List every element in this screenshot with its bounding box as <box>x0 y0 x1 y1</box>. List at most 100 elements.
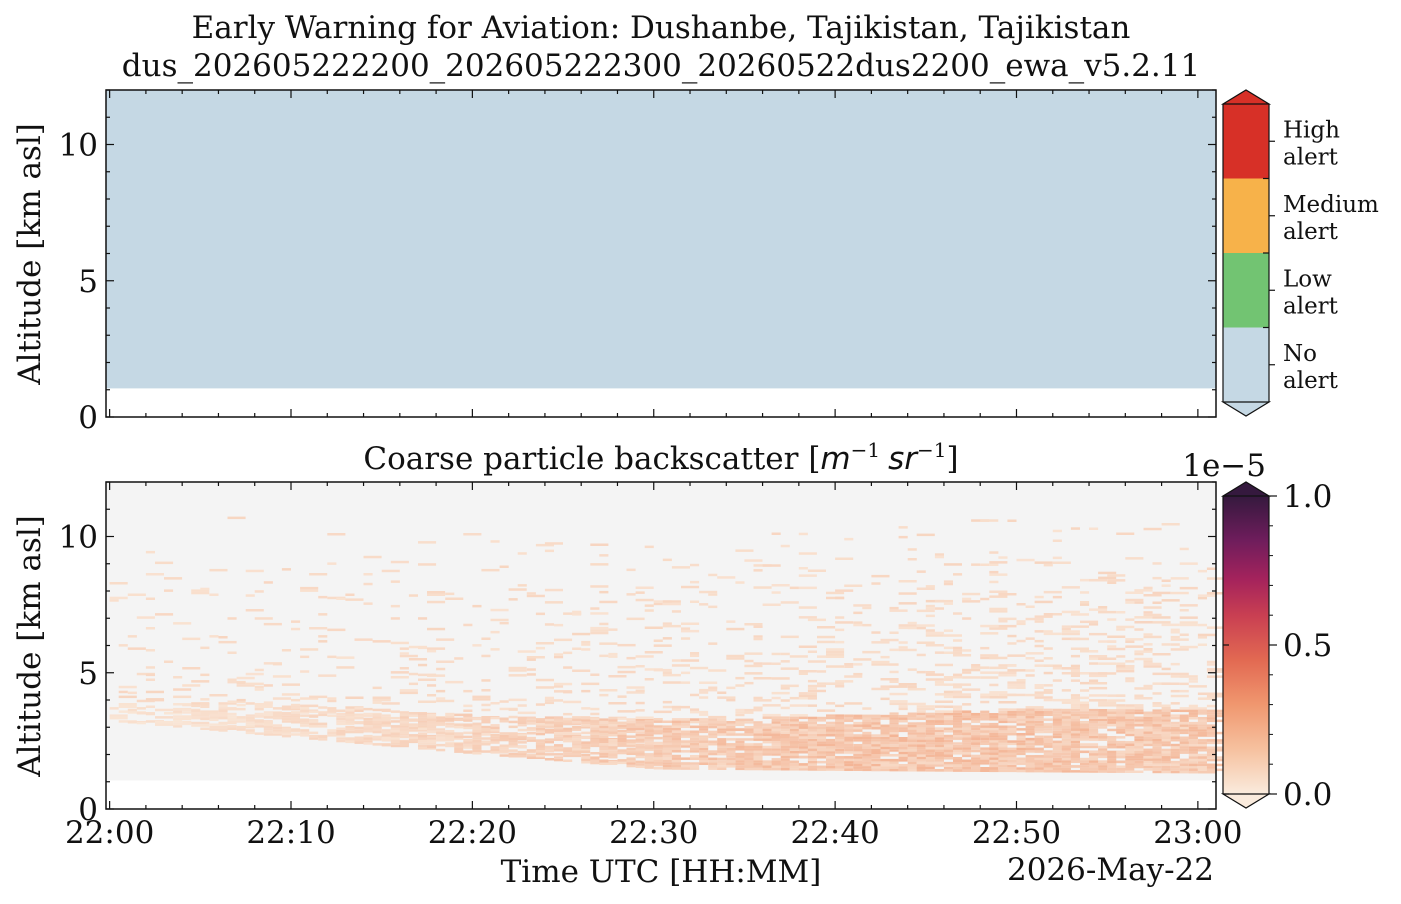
backscatter-cell <box>690 737 700 741</box>
backscatter-cell <box>826 753 836 757</box>
backscatter-cell <box>1025 760 1044 763</box>
backscatter-cell <box>835 721 845 725</box>
backscatter-cell <box>807 741 817 744</box>
backscatter-cell <box>544 731 563 734</box>
backscatter-cell <box>835 616 845 619</box>
backscatter-cell <box>490 748 500 752</box>
backscatter-cell <box>490 726 500 730</box>
backscatter-cell <box>1197 761 1207 764</box>
backscatter-cell <box>1016 708 1035 711</box>
backscatter-cell <box>399 711 409 714</box>
backscatter-cell <box>681 764 700 768</box>
backscatter-cell <box>336 715 355 718</box>
backscatter-cell <box>653 759 663 763</box>
backscatter-cell <box>898 766 908 769</box>
backscatter-cell <box>871 574 890 578</box>
backscatter-cell <box>608 716 627 720</box>
backscatter-cell <box>934 756 944 760</box>
backscatter-cell <box>535 543 554 547</box>
backscatter-cell <box>1116 611 1126 614</box>
backscatter-cell <box>1098 753 1117 756</box>
backscatter-cell <box>671 764 681 768</box>
backscatter-cell <box>1007 764 1017 768</box>
backscatter-cell <box>626 617 645 621</box>
backscatter-cell <box>1197 719 1207 722</box>
backscatter-cell <box>1061 770 1071 773</box>
backscatter-cell <box>291 620 301 623</box>
backscatter-cell <box>662 637 672 640</box>
backscatter-cell <box>980 695 990 699</box>
backscatter-cell <box>236 698 246 702</box>
backscatter-cell <box>953 690 963 694</box>
backscatter-cell <box>1188 731 1207 735</box>
backscatter-cell <box>472 695 491 699</box>
backscatter-cell <box>191 591 210 595</box>
backscatter-cell <box>1116 625 1135 629</box>
backscatter-cell <box>1188 726 1198 730</box>
backscatter-cell <box>735 740 745 744</box>
backscatter-cell <box>390 580 400 583</box>
backscatter-cell <box>681 740 691 743</box>
backscatter-cell <box>1089 655 1108 658</box>
backscatter-cell <box>1016 750 1026 753</box>
backscatter-cell <box>572 669 591 672</box>
backscatter-cell <box>526 749 545 752</box>
backscatter-cell <box>771 696 781 700</box>
backscatter-cell <box>291 713 301 717</box>
backscatter-cell <box>753 755 763 758</box>
backscatter-cell <box>653 742 672 745</box>
backscatter-cell <box>517 552 527 555</box>
backscatter-cell <box>535 749 554 753</box>
backscatter-cell <box>517 721 527 724</box>
backscatter-cell <box>535 742 545 746</box>
backscatter-cell <box>526 673 536 676</box>
backscatter-cell <box>399 713 418 717</box>
backscatter-cell <box>943 580 953 583</box>
backscatter-cell <box>826 653 845 656</box>
backscatter-cell <box>1206 751 1216 754</box>
backscatter-cell <box>1070 735 1089 739</box>
backscatter-cell <box>1025 723 1035 726</box>
backscatter-cell <box>581 753 591 757</box>
backscatter-cell <box>454 735 473 739</box>
backscatter-cell <box>608 753 618 756</box>
backscatter-cell <box>925 678 944 681</box>
backscatter-cell <box>953 705 963 708</box>
backscatter-cell <box>699 681 718 684</box>
backscatter-cell <box>726 752 745 756</box>
backscatter-cell <box>191 709 201 712</box>
backscatter-cell <box>971 664 981 667</box>
backscatter-cell <box>318 706 328 709</box>
backscatter-cell <box>635 763 645 766</box>
backscatter-cell <box>953 649 963 652</box>
backscatter-cell <box>934 553 944 556</box>
backscatter-cell <box>454 733 464 736</box>
backscatter-cell <box>1061 701 1080 704</box>
backscatter-cell <box>1052 679 1062 682</box>
backscatter-cell <box>554 756 564 759</box>
backscatter-cell <box>173 676 183 679</box>
backscatter-cell <box>1007 713 1017 716</box>
backscatter-cell <box>925 644 944 647</box>
backscatter-cell <box>1080 601 1090 604</box>
backscatter-cell <box>1170 768 1180 771</box>
backscatter-cell <box>1134 589 1153 592</box>
backscatter-cell <box>1170 694 1189 698</box>
backscatter-cell <box>581 721 600 725</box>
backscatter-cell <box>399 654 418 658</box>
backscatter-cell <box>1116 662 1126 665</box>
backscatter-cell <box>508 737 527 741</box>
backscatter-cell <box>898 746 908 750</box>
backscatter-cell <box>699 723 718 726</box>
backscatter-cell <box>753 696 763 700</box>
backscatter-cell <box>925 742 944 745</box>
backscatter-cell <box>472 722 482 726</box>
backscatter-cell <box>871 631 881 634</box>
backscatter-cell <box>690 767 700 770</box>
backscatter-cell <box>681 671 691 675</box>
backscatter-cell <box>408 729 427 732</box>
backscatter-cell <box>1206 717 1216 720</box>
backscatter-cell <box>599 600 618 604</box>
backscatter-cell <box>817 753 827 756</box>
backscatter-cell <box>943 715 953 718</box>
